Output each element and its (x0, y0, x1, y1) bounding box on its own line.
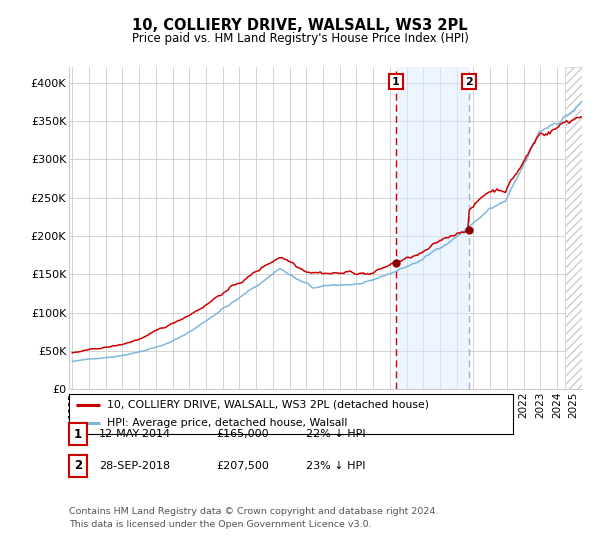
Text: 1: 1 (392, 77, 400, 87)
Bar (565, 67, 599, 389)
Text: Contains HM Land Registry data © Crown copyright and database right 2024.
This d: Contains HM Land Registry data © Crown c… (69, 507, 439, 529)
Text: 2: 2 (465, 77, 473, 87)
Text: Price paid vs. HM Land Registry's House Price Index (HPI): Price paid vs. HM Land Registry's House … (131, 31, 469, 45)
Text: 10, COLLIERY DRIVE, WALSALL, WS3 2PL (detached house): 10, COLLIERY DRIVE, WALSALL, WS3 2PL (de… (107, 400, 429, 409)
Text: 23% ↓ HPI: 23% ↓ HPI (306, 461, 365, 471)
Text: 12-MAY-2014: 12-MAY-2014 (99, 429, 171, 439)
Text: HPI: Average price, detached house, Walsall: HPI: Average price, detached house, Wals… (107, 418, 347, 428)
Text: 28-SEP-2018: 28-SEP-2018 (99, 461, 170, 471)
Text: 10, COLLIERY DRIVE, WALSALL, WS3 2PL: 10, COLLIERY DRIVE, WALSALL, WS3 2PL (132, 18, 468, 32)
Text: 2: 2 (74, 459, 82, 473)
Text: 22% ↓ HPI: 22% ↓ HPI (306, 429, 365, 439)
Text: 1: 1 (74, 427, 82, 441)
Text: £165,000: £165,000 (216, 429, 269, 439)
Text: £207,500: £207,500 (216, 461, 269, 471)
Bar (396, 67, 469, 389)
